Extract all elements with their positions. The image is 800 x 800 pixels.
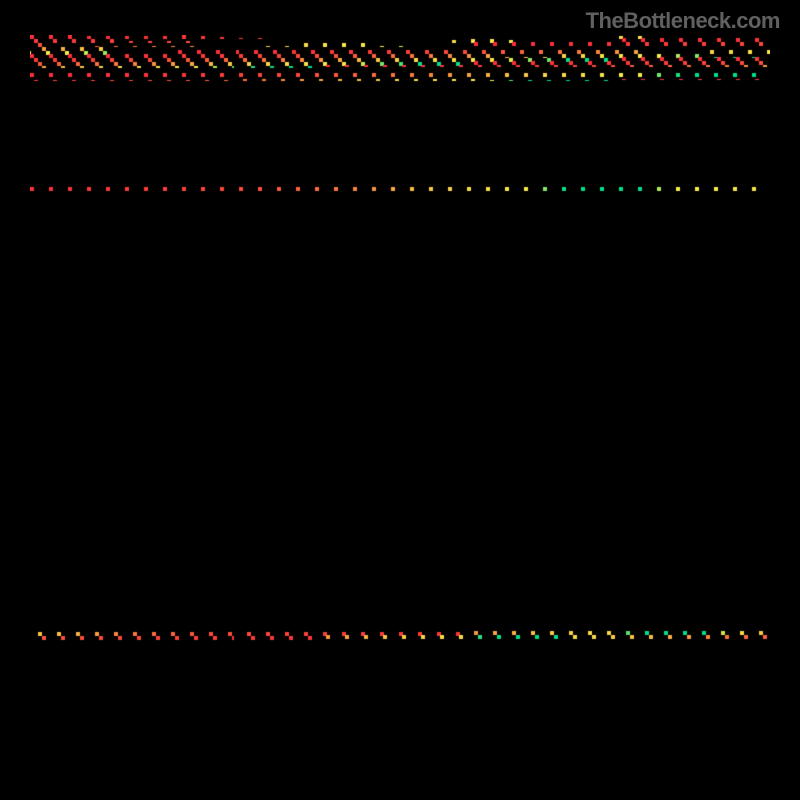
- heatmap-plot: [30, 35, 770, 775]
- watermark-label: TheBottleneck.com: [586, 8, 780, 34]
- heatmap-canvas: [30, 35, 770, 775]
- chart-container: TheBottleneck.com: [0, 0, 800, 800]
